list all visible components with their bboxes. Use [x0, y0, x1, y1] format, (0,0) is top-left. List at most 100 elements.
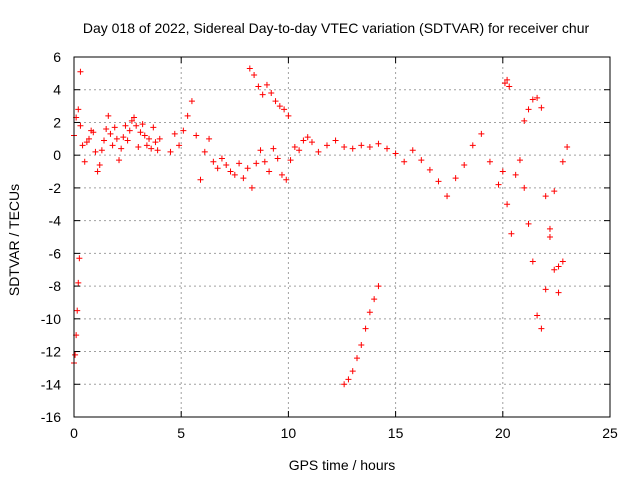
data-point [268, 90, 275, 96]
data-point [261, 158, 268, 165]
y-tick-label: -4 [49, 213, 62, 229]
data-point [126, 127, 133, 134]
data-point [555, 263, 562, 270]
data-point [546, 234, 553, 240]
data-point [77, 122, 84, 129]
data-point [109, 142, 116, 149]
data-point [362, 325, 369, 332]
x-tick-label: 10 [281, 425, 297, 441]
data-point [529, 258, 536, 265]
y-tick-label: -14 [41, 376, 61, 392]
data-point [366, 309, 373, 316]
data-point [74, 307, 81, 314]
data-point [516, 157, 523, 164]
data-point [499, 168, 506, 175]
data-point [308, 139, 315, 146]
series-mid-morning [167, 98, 315, 191]
data-point [486, 158, 493, 165]
y-tick-label: -8 [49, 278, 62, 294]
data-point [266, 168, 273, 175]
data-point [210, 158, 217, 165]
data-marks [71, 65, 571, 388]
data-point [435, 178, 442, 185]
data-point [508, 230, 515, 237]
series-afternoon-drop [341, 283, 382, 388]
data-point [193, 132, 200, 139]
data-point [171, 130, 178, 137]
data-point [257, 147, 264, 154]
data-point [113, 135, 120, 142]
data-point [534, 312, 541, 319]
series-late [542, 144, 571, 296]
data-point [504, 76, 511, 83]
data-point [538, 104, 545, 111]
data-point [354, 355, 361, 362]
data-point [116, 157, 123, 164]
data-point [506, 83, 513, 90]
data-point [201, 148, 208, 155]
data-point [529, 96, 536, 103]
data-point [167, 148, 174, 155]
data-point [409, 147, 416, 154]
data-point [276, 103, 283, 110]
data-point [236, 160, 243, 167]
data-point [81, 158, 88, 165]
data-point [315, 148, 322, 155]
data-point [137, 129, 144, 136]
data-point [240, 175, 247, 182]
data-point [86, 135, 93, 142]
data-point [83, 139, 90, 146]
data-point [75, 279, 82, 286]
data-point [444, 193, 451, 200]
data-point [77, 68, 84, 75]
data-point [90, 129, 97, 136]
data-point [79, 142, 86, 149]
data-point [300, 137, 307, 144]
y-tick-label: -12 [41, 344, 61, 360]
data-point [135, 144, 142, 150]
series-jump-high [246, 65, 292, 119]
data-point [418, 157, 425, 164]
data-point [349, 368, 356, 375]
data-point [259, 91, 266, 98]
y-tick-label: 6 [53, 49, 61, 65]
data-point [214, 165, 221, 172]
x-tick-label: 25 [602, 425, 618, 441]
data-point [263, 81, 270, 88]
y-tick-label: 4 [53, 82, 61, 98]
data-point [371, 296, 378, 303]
data-point [534, 94, 541, 101]
data-point [143, 142, 150, 149]
data-point [332, 137, 339, 144]
data-point [525, 106, 532, 113]
data-point [521, 184, 528, 191]
data-point [176, 142, 183, 149]
series-evening-high [501, 76, 545, 124]
data-point [521, 117, 528, 124]
data-point [133, 122, 140, 129]
data-point [401, 158, 408, 165]
data-point [150, 124, 157, 131]
data-point [244, 165, 251, 172]
data-point [366, 144, 373, 150]
data-point [555, 289, 562, 296]
data-point [98, 147, 105, 154]
data-point [392, 150, 399, 157]
data-point [461, 162, 468, 168]
data-point [111, 124, 118, 131]
data-point [272, 98, 279, 105]
data-point [426, 166, 433, 173]
data-point [246, 65, 253, 72]
data-point [358, 142, 365, 149]
data-point [504, 201, 511, 208]
data-point [253, 160, 260, 167]
data-point [188, 98, 195, 105]
data-point [501, 80, 508, 87]
data-point [274, 155, 281, 162]
data-point [551, 188, 558, 195]
data-point [107, 130, 114, 137]
data-point [255, 83, 262, 90]
x-tick-label: 5 [177, 425, 185, 441]
data-point [231, 171, 238, 178]
